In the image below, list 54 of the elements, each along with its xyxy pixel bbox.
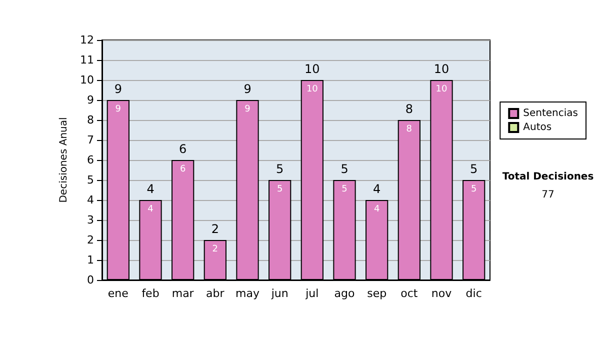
x-tick-label: nov: [431, 287, 452, 300]
total-label: 8: [405, 102, 413, 116]
total-label: 10: [434, 62, 450, 76]
y-tick-label: 5: [87, 174, 94, 186]
x-tick-label: ago: [334, 287, 355, 300]
legend-label: Autos: [523, 122, 552, 133]
data-label: 2: [212, 244, 218, 254]
data-label: 5: [276, 184, 283, 194]
legend-label: Sentencias: [523, 108, 578, 119]
y-tick-label: 8: [87, 114, 94, 126]
x-tick-label: jul: [304, 287, 319, 300]
y-tick-label: 3: [87, 214, 94, 226]
y-tick-label: 1: [87, 254, 94, 266]
data-label: 10: [436, 84, 448, 94]
y-tick-label: 0: [87, 274, 94, 286]
data-label: 9: [244, 104, 251, 114]
x-tick-label: jun: [270, 287, 288, 300]
total-label: 2: [211, 222, 219, 236]
total-label: 5: [340, 162, 348, 176]
data-label: 6: [180, 164, 186, 174]
total-label: 6: [179, 142, 187, 156]
y-tick-label: 11: [80, 54, 94, 66]
y-tick-label: 7: [87, 134, 94, 146]
data-label: 4: [148, 204, 154, 214]
text: Total Decisiones: [502, 172, 594, 182]
y-tick-label: 10: [80, 74, 94, 86]
total-label: 4: [373, 182, 381, 196]
y-tick-label: 12: [80, 34, 94, 46]
x-tick-label: feb: [142, 287, 160, 300]
x-tick-label: mar: [172, 287, 194, 300]
total-label: 5: [276, 162, 284, 176]
data-label: 5: [342, 184, 348, 194]
data-label: 4: [374, 204, 380, 214]
total-label: 9: [244, 82, 252, 96]
y-tick-label: 9: [87, 94, 94, 106]
total-label: 10: [304, 62, 320, 76]
data-label: 9: [115, 104, 122, 114]
x-tick-label: ene: [108, 287, 129, 300]
x-tick-label: may: [236, 287, 260, 300]
total-label: 9: [114, 82, 122, 96]
text: 77: [542, 190, 554, 200]
total-label: 4: [146, 182, 154, 196]
y-axis-title: Decisiones Anual: [58, 117, 70, 203]
data-label: 10: [306, 84, 318, 94]
x-tick-label: sep: [367, 287, 387, 300]
y-tick-label: 4: [87, 194, 94, 206]
data-label: 5: [470, 184, 477, 194]
y-tick-label: 2: [87, 234, 94, 246]
x-tick-label: oct: [400, 287, 418, 300]
total-label: 5: [470, 162, 478, 176]
x-tick-label: dic: [466, 287, 482, 300]
data-label: 8: [406, 124, 412, 134]
y-tick-label: 6: [87, 154, 94, 166]
x-tick-label: abr: [206, 287, 225, 300]
